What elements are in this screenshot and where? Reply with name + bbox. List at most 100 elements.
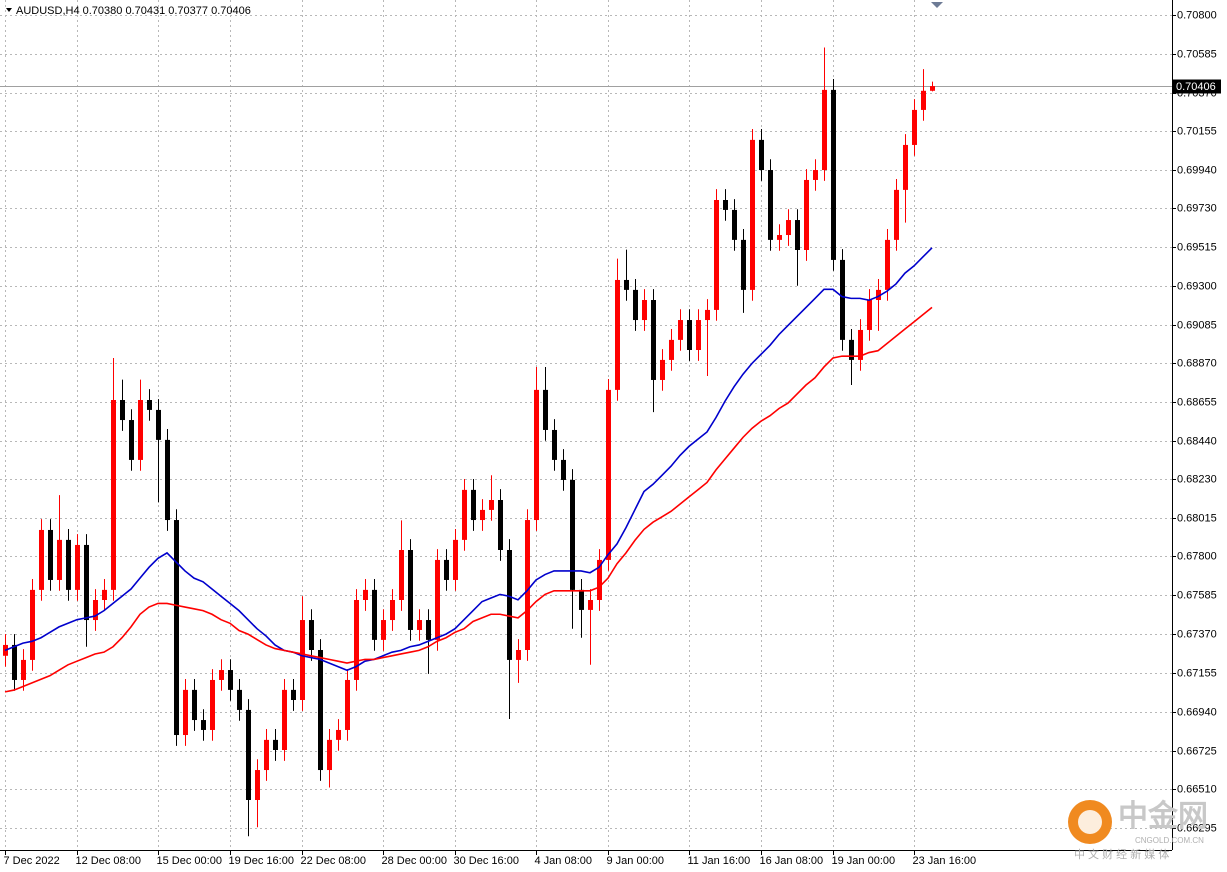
- y-tick-label: 0.69085: [1177, 319, 1217, 331]
- candle-body: [696, 320, 701, 350]
- candle-body: [795, 220, 800, 250]
- x-tick-label: 11 Jan 16:00: [688, 855, 751, 867]
- candle-body: [219, 670, 224, 680]
- y-tick-label: 0.68015: [1177, 512, 1217, 524]
- y-tick-label: 0.70585: [1177, 48, 1217, 60]
- candle-body: [759, 139, 764, 171]
- candle-body: [480, 509, 485, 521]
- candle-body: [210, 679, 215, 730]
- candle-body: [192, 689, 197, 721]
- y-tick-label: 0.69940: [1177, 164, 1217, 176]
- candle-body: [741, 239, 746, 290]
- logo: 中金网 CNGOLD.COM.CN 中 文 财 经 新 媒 体: [1068, 799, 1208, 861]
- logo-name: 中金网: [1118, 799, 1208, 833]
- candle-body: [426, 620, 431, 640]
- candle-body: [507, 550, 512, 660]
- candle-body: [777, 235, 782, 240]
- candle-body: [543, 389, 548, 430]
- candle-body: [408, 550, 413, 630]
- y-tick-label: 0.67155: [1177, 667, 1217, 679]
- candle-body: [273, 739, 278, 750]
- x-tick-label: 7 Dec 2022: [4, 855, 60, 867]
- candle-body: [435, 559, 440, 640]
- candle-body: [237, 689, 242, 710]
- candle-body: [894, 189, 899, 240]
- candle-body: [228, 670, 233, 690]
- x-tick-label: 23 Jan 16:00: [913, 855, 977, 867]
- menu-triangle[interactable]: [6, 8, 12, 12]
- y-tick-label: 0.68655: [1177, 396, 1217, 408]
- moving-average-line: [4, 247, 933, 672]
- candle-body: [390, 600, 395, 621]
- candle-body: [147, 400, 152, 410]
- x-tick-label: 19 Jan 00:00: [832, 855, 896, 867]
- y-tick-label: 0.68870: [1177, 357, 1217, 369]
- last-price-label: 0.70406: [1176, 81, 1216, 93]
- candle-body: [156, 409, 161, 440]
- candle-body: [768, 170, 773, 240]
- logo-tagline: 中 文 财 经 新 媒 体: [1074, 847, 1169, 861]
- x-tick-label: 16 Jan 08:00: [760, 855, 824, 867]
- candle-body: [687, 320, 692, 350]
- candle-body: [462, 489, 467, 540]
- axes: 0.708000.705850.703700.701550.699400.697…: [4, 9, 1221, 867]
- candle-body: [714, 200, 719, 310]
- candle-body: [930, 86, 935, 91]
- y-tick-label: 0.68440: [1177, 435, 1217, 447]
- candle-body: [588, 600, 593, 610]
- candle-body: [534, 389, 539, 521]
- y-tick-label: 0.70155: [1177, 125, 1217, 137]
- logo-domain: CNGOLD.COM.CN: [1135, 836, 1204, 845]
- y-tick-label: 0.67800: [1177, 550, 1217, 562]
- candle-body: [912, 109, 917, 145]
- candle-body: [570, 479, 575, 590]
- candle-body: [723, 200, 728, 210]
- candle-body: [498, 500, 503, 550]
- candle-body: [75, 544, 80, 590]
- candle-body: [561, 459, 566, 480]
- candle-body: [93, 600, 98, 621]
- candle-body: [21, 659, 26, 680]
- plot: [3, 47, 935, 837]
- candle-body: [84, 544, 89, 621]
- x-tick-label: 19 Dec 16:00: [229, 855, 294, 867]
- candle-body: [471, 489, 476, 521]
- candle-body: [705, 309, 710, 321]
- candle-body: [66, 539, 71, 590]
- candle-body: [651, 300, 656, 380]
- candle-body: [282, 689, 287, 750]
- candle-body: [363, 589, 368, 600]
- candle-body: [381, 620, 386, 640]
- y-tick-label: 0.66510: [1177, 783, 1217, 795]
- chart-title: AUDUSD,H4 0.70380 0.70431 0.70377 0.7040…: [16, 5, 251, 17]
- candle-body: [849, 339, 854, 360]
- candle-body: [129, 420, 134, 460]
- y-tick-label: 0.68230: [1177, 473, 1217, 485]
- x-tick-label: 28 Dec 00:00: [382, 855, 447, 867]
- candle-body: [804, 179, 809, 250]
- y-tick-label: 0.69730: [1177, 202, 1217, 214]
- candle-body: [597, 559, 602, 600]
- candle-body: [300, 620, 305, 700]
- candle-body: [255, 770, 260, 800]
- y-tick-label: 0.66940: [1177, 706, 1217, 718]
- candle-body: [336, 729, 341, 740]
- candle-body: [669, 339, 674, 360]
- y-tick-label: 0.69515: [1177, 241, 1217, 253]
- candle-body: [525, 520, 530, 650]
- candle-body: [642, 300, 647, 321]
- candle-body: [291, 689, 296, 700]
- shift-marker: [931, 2, 943, 8]
- candle-body: [246, 709, 251, 800]
- moving-average-line: [4, 306, 933, 693]
- candle-body: [120, 400, 125, 421]
- candle-body: [138, 400, 143, 460]
- candle-body: [732, 209, 737, 240]
- candle-body: [624, 279, 629, 290]
- y-tick-label: 0.69300: [1177, 280, 1217, 292]
- x-tick-label: 9 Jan 00:00: [607, 855, 665, 867]
- y-tick-label: 0.67370: [1177, 628, 1217, 640]
- candle-body: [372, 589, 377, 640]
